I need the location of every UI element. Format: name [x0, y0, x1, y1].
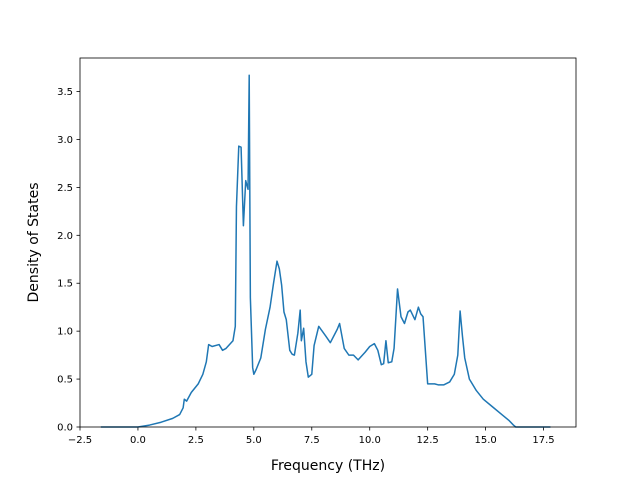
- x-ticks: −2.5 0.0 2.5 5.0 7.5 10.0 12.5 15.0 17.5: [68, 427, 555, 446]
- y-ticks: 0.0 0.5 1.0 1.5 2.0 2.5 3.0 3.5: [57, 87, 80, 434]
- x-tick-label: −2.5: [68, 435, 92, 446]
- x-tick-label: 7.5: [304, 435, 320, 446]
- x-tick-label: 10.0: [359, 435, 381, 446]
- y-tick-label: 2.0: [57, 231, 73, 242]
- plot-frame: [79, 57, 577, 428]
- y-tick-label: 1.0: [57, 327, 73, 338]
- y-tick-label: 3.5: [57, 87, 73, 98]
- y-axis-label: Density of States: [26, 183, 42, 303]
- plot-area: −2.5 0.0 2.5 5.0 7.5 10.0 12.5 15.0 17.5 0.00.51…: [57, 57, 577, 446]
- y-tick-label: 1.5: [57, 279, 73, 290]
- dos-line: [100, 74, 551, 428]
- x-tick-label: 0.0: [130, 435, 146, 446]
- y-tick-label: 0.5: [57, 375, 73, 386]
- x-tick-label: 17.5: [532, 435, 554, 446]
- x-tick-label: 15.0: [474, 435, 496, 446]
- x-tick-label: 12.5: [417, 435, 439, 446]
- y-tick-label: 2.5: [57, 183, 73, 194]
- x-axis-label: Frequency (THz): [271, 458, 385, 474]
- x-tick-label: 5.0: [246, 435, 262, 446]
- x-tick-label: 2.5: [188, 435, 204, 446]
- y-tick-label: 0.0: [57, 423, 73, 434]
- y-tick-label: 3.0: [57, 135, 73, 146]
